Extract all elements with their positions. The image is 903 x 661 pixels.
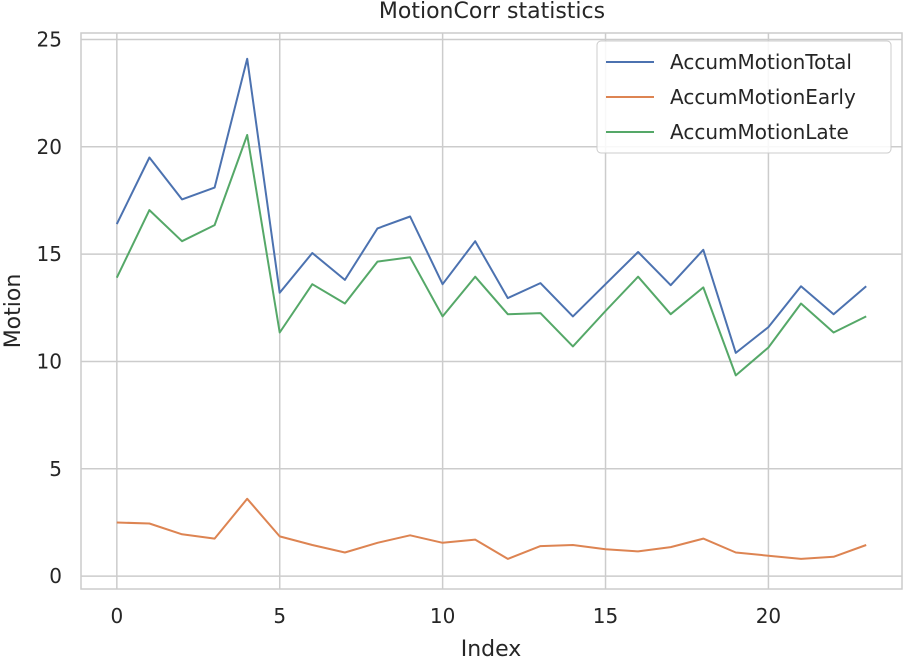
- series-line-AccumMotionLate: [115, 134, 867, 377]
- y-tick-label: 15: [37, 242, 62, 266]
- series-lines: [115, 57, 867, 560]
- x-tick-label: 20: [756, 604, 781, 628]
- x-tick-label: 15: [593, 604, 618, 628]
- y-tick-label: 10: [37, 349, 62, 373]
- chart-title: MotionCorr statistics: [379, 0, 605, 24]
- y-tick-label: 25: [37, 27, 62, 51]
- x-axis-label: Index: [461, 637, 522, 661]
- x-tick-labels: 0 5 10 15 20: [110, 604, 781, 628]
- x-tick-label: 10: [430, 604, 455, 628]
- x-tick-label: 0: [110, 604, 123, 628]
- legend-label: AccumMotionLate: [670, 120, 849, 144]
- legend-box: [596, 40, 892, 154]
- y-tick-labels: 0 5 10 15 20 25: [37, 27, 62, 588]
- x-tick-label: 5: [273, 604, 286, 628]
- y-tick-label: 0: [49, 564, 62, 588]
- series-line-AccumMotionTotal: [115, 57, 867, 354]
- y-axis-label: Motion: [1, 274, 26, 349]
- y-tick-label: 5: [49, 457, 62, 481]
- legend-label: AccumMotionEarly: [670, 85, 856, 109]
- y-tick-label: 20: [37, 135, 62, 159]
- legend: AccumMotionTotal AccumMotionEarly AccumMot…: [596, 40, 892, 154]
- legend-label: AccumMotionTotal: [670, 50, 852, 74]
- plot-frame: [80, 32, 903, 590]
- series-line-AccumMotionEarly: [116, 497, 867, 560]
